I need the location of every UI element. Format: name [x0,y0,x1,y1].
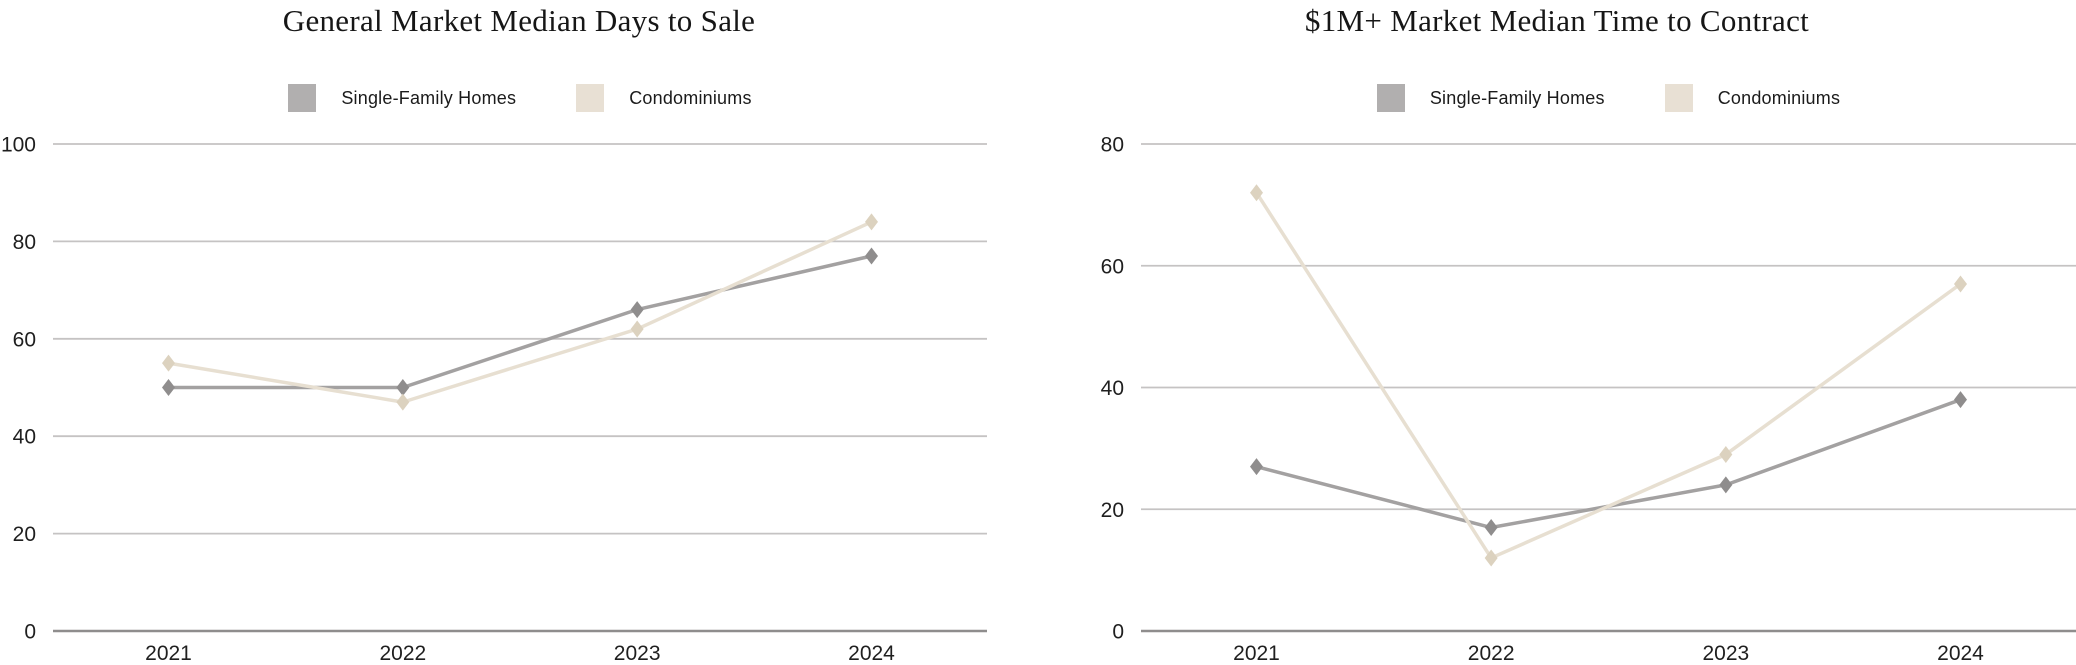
data-point-condominiums-2023 [1719,445,1733,463]
y-tick-label-40: 40 [1101,377,1124,400]
series-line-condominiums [1254,190,1963,560]
data-point-single-family-homes-2023 [1719,476,1733,494]
data-point-single-family-homes-2022 [396,379,410,396]
x-tick-label-2023: 2023 [614,642,661,665]
legend-label-condominiums: Condominiums [1717,87,1841,108]
legend-label-single-family-homes: Single-Family Homes [1429,87,1605,108]
data-point-condominiums-2022 [396,393,410,411]
line-chart-canvas: 0 20 40 60 80 2021 2022 2023 2024 [1101,134,2076,665]
data-point-condominiums-2021 [162,354,175,372]
y-tick-label-0: 0 [1112,621,1124,644]
y-tick-label-60: 60 [13,328,36,351]
data-point-single-family-homes-2024 [1954,391,1967,409]
x-tick-label-2024: 2024 [1937,642,1984,665]
data-point-condominiums-2023 [630,320,644,338]
x-tick-label-2024: 2024 [848,642,895,665]
y-tick-label-0: 0 [24,621,36,644]
legend-label-condominiums: Condominiums [629,87,752,108]
line-chart-canvas: 0 20 40 60 80 100 2021 2022 2023 2024 [1,134,987,665]
x-tick-label-2023: 2023 [1702,642,1749,665]
series-line-condominiums [166,220,874,404]
data-point-condominiums-2024 [865,213,878,231]
data-point-single-family-homes-2021 [1250,458,1263,476]
x-tick-label-2022: 2022 [1468,642,1515,665]
data-point-single-family-homes-2023 [630,301,644,319]
legend-swatch-condominiums [1664,84,1693,112]
series-line-single-family-homes [1254,397,1963,530]
data-point-single-family-homes-2024 [865,247,878,265]
chart-title: $1M+ Market Median Time to Contract [1304,3,1810,38]
chart-title: General Market Median Days to Sale [282,3,756,38]
data-point-condominiums-2021 [1250,184,1263,202]
chart-general-market-median-days-to-sale: General Market Median Days to Sale Singl… [1,3,987,665]
data-point-condominiums-2022 [1484,549,1498,567]
y-tick-label-80: 80 [13,231,36,254]
x-tick-label-2021: 2021 [145,642,192,665]
data-point-single-family-homes-2021 [162,379,175,396]
y-tick-label-60: 60 [1101,255,1124,278]
chart-1m-plus-market-median-time-to-contract: $1M+ Market Median Time to Contract Sing… [1038,0,2076,665]
legend-label-single-family-homes: Single-Family Homes [341,87,517,108]
legend-swatch-condominiums [576,84,605,112]
y-tick-label-100: 100 [1,134,36,157]
legend-item-condominiums: Condominiums [576,84,751,112]
y-tick-label-20: 20 [13,523,36,546]
legend-item-condominiums: Condominiums [1664,84,1841,112]
chart-legend: Single-Family Homes Condominiums [1141,84,2076,112]
data-point-single-family-homes-2022 [1484,519,1498,537]
chart-legend: Single-Family Homes Condominiums [53,84,987,112]
legend-item-single-family-homes: Single-Family Homes [1376,84,1605,112]
data-point-condominiums-2024 [1954,275,1967,293]
legend-item-single-family-homes: Single-Family Homes [288,84,516,112]
y-tick-label-40: 40 [13,426,36,449]
x-tick-label-2022: 2022 [379,642,426,665]
y-tick-label-20: 20 [1101,499,1124,522]
x-tick-label-2021: 2021 [1233,642,1280,665]
y-tick-label-80: 80 [1101,134,1124,157]
legend-swatch-single-family-homes [288,84,317,112]
series-line-single-family-homes [166,254,874,390]
legend-swatch-single-family-homes [1376,84,1405,112]
